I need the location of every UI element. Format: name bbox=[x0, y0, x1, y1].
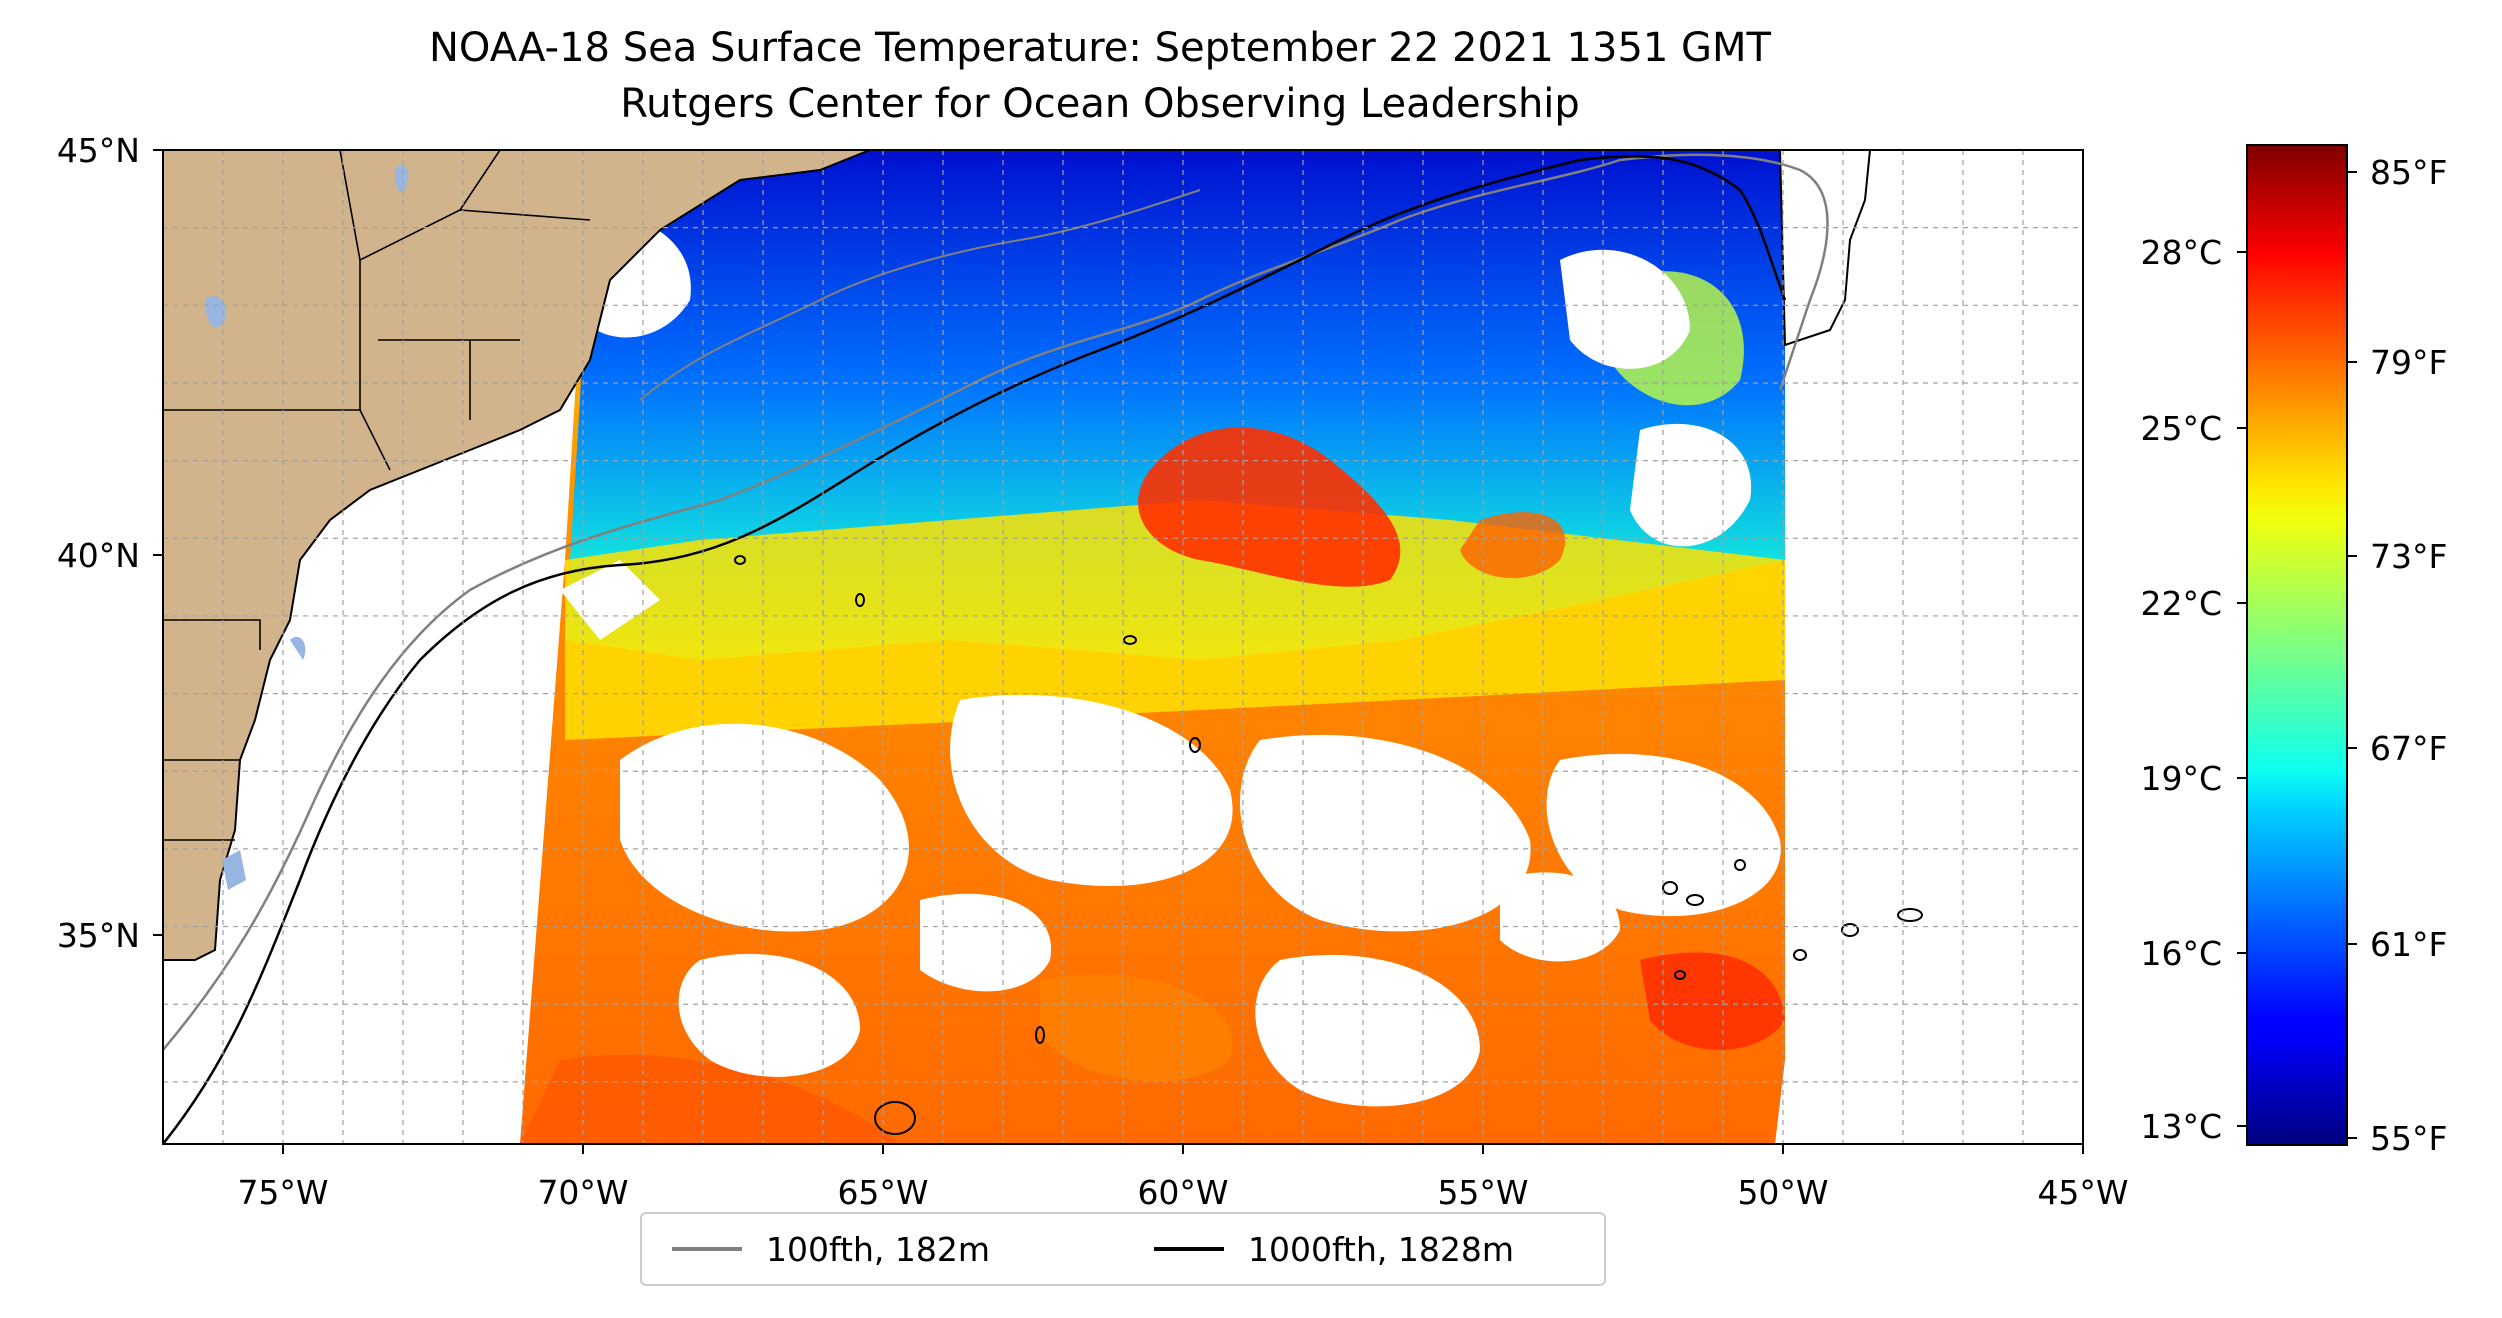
colorbar-celsius-label: 16°C bbox=[2140, 934, 2222, 973]
colorbar-gradient bbox=[2246, 144, 2348, 1146]
colorbar-fahrenheit-label: 55°F bbox=[2370, 1119, 2447, 1158]
legend-label: 100fth, 182m bbox=[766, 1229, 990, 1269]
colorbar-fahrenheit-label: 73°F bbox=[2370, 537, 2447, 576]
chart-subtitle: Rutgers Center for Ocean Observing Leade… bbox=[620, 81, 1580, 127]
chart-title: NOAA-18 Sea Surface Temperature: Septemb… bbox=[429, 25, 1771, 71]
colorbar-celsius-label: 25°C bbox=[2140, 409, 2222, 448]
colorbar-fahrenheit-label: 61°F bbox=[2370, 925, 2447, 964]
colorbar-fahrenheit-label: 85°F bbox=[2370, 153, 2447, 192]
lat-tick-label: 45°N bbox=[57, 131, 140, 170]
latitude-axis: 45°N 40°N 35°N bbox=[57, 131, 140, 955]
colorbar: 28°C 25°C 22°C 19°C 16°C 13°C 85°F 79°F … bbox=[2140, 144, 2447, 1158]
legend-label: 1000fth, 1828m bbox=[1248, 1229, 1514, 1269]
colorbar-fahrenheit-label: 79°F bbox=[2370, 343, 2447, 382]
map-legend: 100fth, 182m 1000fth, 1828m bbox=[640, 1212, 1606, 1286]
legend-item-1000fth: 1000fth, 1828m bbox=[1154, 1214, 1514, 1284]
longitude-axis: 75°W 70°W 65°W 60°W 55°W 50°W 45°W bbox=[237, 1173, 2128, 1212]
lon-tick-label: 65°W bbox=[837, 1173, 928, 1212]
map-gridlines bbox=[163, 150, 2083, 1144]
map-frame bbox=[162, 149, 2084, 1145]
colorbar-celsius-label: 13°C bbox=[2140, 1107, 2222, 1146]
lon-tick-label: 70°W bbox=[537, 1173, 628, 1212]
lat-tick-label: 40°N bbox=[57, 536, 140, 575]
legend-item-100fth: 100fth, 182m bbox=[672, 1214, 990, 1284]
isobath-100fth bbox=[163, 153, 1829, 1051]
lon-tick-label: 45°W bbox=[2037, 1173, 2128, 1212]
seamounts bbox=[734, 555, 1923, 1135]
isobath-1000fth bbox=[163, 155, 1787, 1144]
lon-tick-label: 60°W bbox=[1137, 1173, 1228, 1212]
lat-tick-label: 35°N bbox=[57, 916, 140, 955]
lon-tick-label: 50°W bbox=[1737, 1173, 1828, 1212]
cloud-masked-areas bbox=[560, 213, 1781, 1107]
colorbar-celsius-label: 19°C bbox=[2140, 759, 2222, 798]
axis-tick-marks bbox=[153, 149, 2084, 1154]
map-area bbox=[163, 150, 2083, 1144]
sst-swath bbox=[520, 150, 1785, 1144]
colorbar-fahrenheit-label: 67°F bbox=[2370, 729, 2447, 768]
lon-tick-label: 55°W bbox=[1437, 1173, 1528, 1212]
colorbar-celsius-label: 28°C bbox=[2140, 233, 2222, 272]
legend-line-gray bbox=[672, 1247, 742, 1251]
lon-tick-label: 75°W bbox=[237, 1173, 328, 1212]
legend-line-black bbox=[1154, 1247, 1224, 1251]
colorbar-celsius-label: 22°C bbox=[2140, 584, 2222, 623]
